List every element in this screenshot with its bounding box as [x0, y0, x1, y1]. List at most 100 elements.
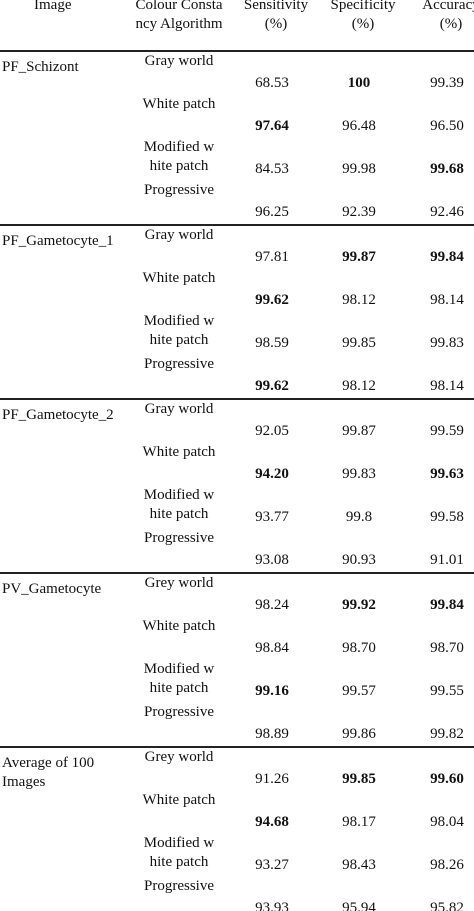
header-row: Image Colour Constancy Algorithm Sensitivi… — [0, 0, 474, 52]
image-name: PF_Gametocyte_2 — [0, 399, 130, 574]
value-cell: 98.84 — [255, 640, 289, 656]
algorithm: Modified white patch — [143, 835, 215, 870]
image-name: PF_Schizont — [0, 51, 130, 226]
data-row: PV_Gametocyte Grey world 98.24 99.92 99.84 — [0, 573, 474, 748]
value-cell: 95.82 — [402, 877, 474, 911]
data-row: PF_Gametocyte_1 Gray world 97.81 99.87 99.84 — [0, 225, 474, 400]
algorithm: Modified white patch — [143, 487, 215, 522]
value-cell: 99.83 — [342, 466, 376, 482]
value-cell: 98.26 — [430, 857, 464, 873]
value-cell: 99.86 — [316, 703, 402, 748]
value-cell: 98.04 — [430, 814, 464, 830]
value-cell: 84.53 — [255, 161, 289, 177]
value-cell: 100 — [347, 75, 371, 91]
value-cell: 96.48 — [342, 118, 376, 134]
value-cell: 91.26 — [255, 771, 289, 787]
value-cell: 99.16 — [255, 683, 289, 699]
algorithm: White patch — [142, 96, 216, 112]
value-cell: 99.85 — [342, 771, 376, 787]
algorithm: White patch — [142, 792, 216, 808]
value-cell: 92.39 — [316, 181, 402, 226]
value-cell: 99.82 — [402, 703, 474, 748]
value-cell: 99.55 — [430, 683, 464, 699]
value-cell: 99.85 — [342, 335, 376, 351]
value-cell: 99.84 — [430, 249, 464, 265]
value-cell: 99.63 — [430, 466, 464, 482]
value-cell: 93.08 — [228, 529, 316, 574]
data-row: White patch 99.62 98.12 98.14 — [0, 269, 474, 312]
value-cell: 97.81 — [255, 249, 289, 265]
value-cell: 98.89 — [228, 703, 316, 748]
algorithm: Gray world — [144, 401, 214, 417]
algorithm: Progressive — [130, 529, 228, 574]
value-cell: 99.58 — [430, 509, 464, 525]
value-cell: 99.84 — [430, 597, 464, 613]
value-cell: 98.24 — [255, 597, 289, 613]
algorithm: Grey world — [144, 575, 214, 591]
data-row: Modified white patch 99.16 99.57 99.55 — [0, 660, 474, 703]
value-cell: 99.87 — [342, 423, 376, 439]
value-cell: 94.20 — [255, 466, 289, 482]
value-cell: 99.68 — [430, 161, 464, 177]
data-row: PF_Schizont Gray world 68.53 100 99.39 — [0, 51, 474, 226]
value-cell: 98.12 — [316, 355, 402, 400]
value-cell: 97.64 — [255, 118, 289, 134]
algorithm: Modified white patch — [143, 313, 215, 348]
header-cell: Image — [0, 0, 130, 52]
data-row: Modified white patch 93.77 99.8 99.58 — [0, 486, 474, 529]
data-row: Progressive 96.25 92.39 92.46 — [0, 181, 474, 226]
value-cell: 98.70 — [430, 640, 464, 656]
algorithm: Modified white patch — [143, 139, 215, 174]
value-cell: 99.98 — [342, 161, 376, 177]
header-cell: Colour Constancy Algorithm — [130, 0, 228, 52]
value-cell: 90.93 — [316, 529, 402, 574]
value-cell: 99.59 — [430, 423, 464, 439]
value-cell: 99.92 — [342, 597, 376, 613]
value-cell: 98.70 — [342, 640, 376, 656]
value-cell: 98.14 — [430, 292, 464, 308]
value-cell: 95.94 — [316, 877, 402, 911]
data-row: White patch 94.68 98.17 98.04 — [0, 791, 474, 834]
data-row: Progressive 93.08 90.93 91.01 — [0, 529, 474, 574]
algorithm: White patch — [142, 270, 216, 286]
data-row: Modified white patch 98.59 99.85 99.83 — [0, 312, 474, 355]
value-cell: 99.62 — [228, 355, 316, 400]
data-row: Modified white patch 93.27 98.43 98.26 — [0, 834, 474, 877]
algorithm: White patch — [142, 618, 216, 634]
data-row: Progressive 98.89 99.86 99.82 — [0, 703, 474, 748]
value-cell: 99.8 — [345, 509, 373, 525]
algorithm: Progressive — [130, 703, 228, 748]
value-cell: 98.43 — [342, 857, 376, 873]
image-name: PF_Gametocyte_1 — [0, 225, 130, 400]
value-cell: 99.83 — [430, 335, 464, 351]
value-cell: 99.39 — [430, 75, 464, 91]
value-cell: 96.25 — [228, 181, 316, 226]
algorithm: Progressive — [130, 355, 228, 400]
value-cell: 96.50 — [430, 118, 464, 134]
algorithm: Gray world — [144, 53, 214, 69]
data-row: White patch 97.64 96.48 96.50 — [0, 95, 474, 138]
value-cell: 93.93 — [228, 877, 316, 911]
value-cell: 98.59 — [255, 335, 289, 351]
value-cell: 99.62 — [255, 292, 289, 308]
algorithm: Gray world — [144, 227, 214, 243]
algorithm: White patch — [142, 444, 216, 460]
image-name: Average of 100 Images — [0, 747, 130, 911]
data-row: Average of 100 Images Grey world 91.26 99.8… — [0, 747, 474, 911]
value-cell: 99.60 — [430, 771, 464, 787]
algorithm: Progressive — [130, 181, 228, 226]
algorithm: Progressive — [130, 877, 228, 911]
value-cell: 98.17 — [342, 814, 376, 830]
algorithm: Grey world — [144, 749, 214, 765]
data-row: Progressive 93.93 95.94 95.82 — [0, 877, 474, 911]
header-cell: Specificity (%) — [316, 0, 402, 52]
value-cell: 99.57 — [342, 683, 376, 699]
value-cell: 98.14 — [402, 355, 474, 400]
header-cell: Sensitivity (%) — [228, 0, 316, 52]
header-cell: Accuracy (%) — [402, 0, 474, 52]
value-cell: 91.01 — [402, 529, 474, 574]
value-cell: 68.53 — [255, 75, 289, 91]
